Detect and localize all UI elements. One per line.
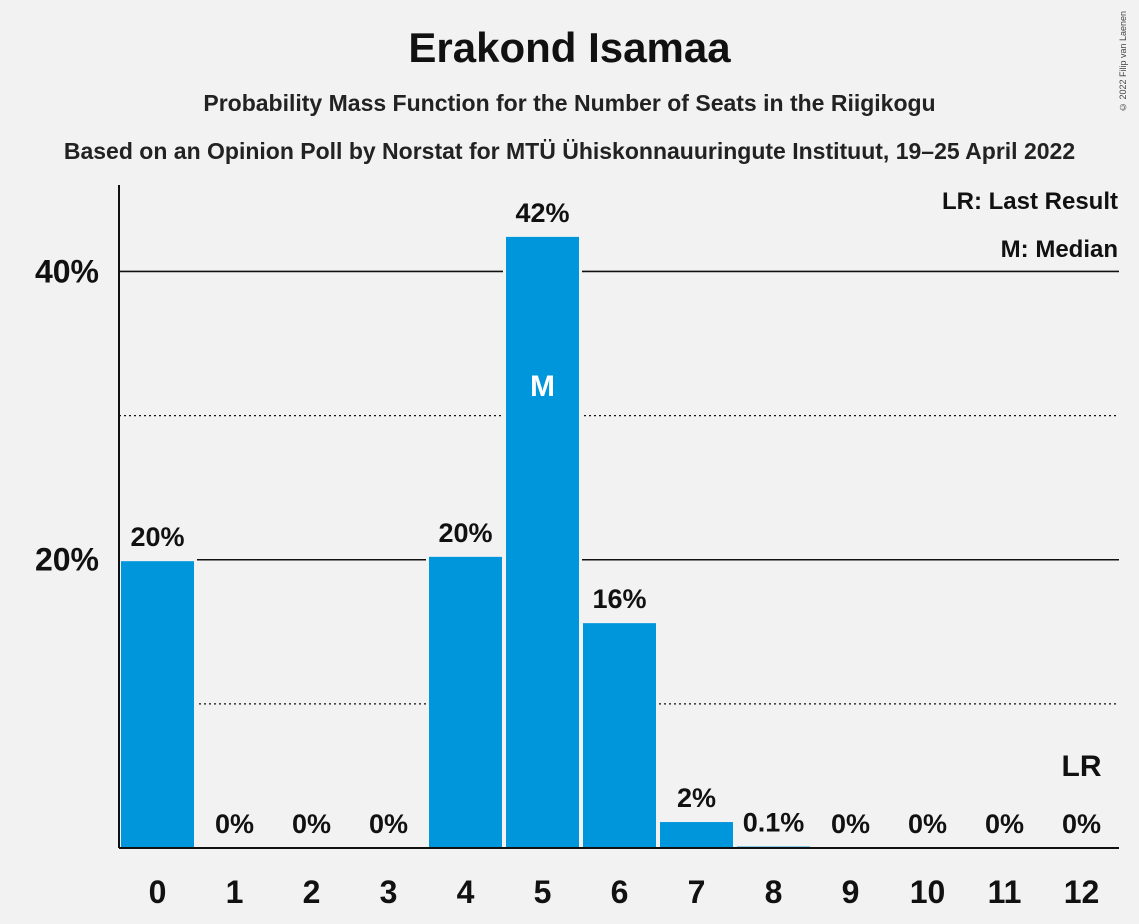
value-label: 0% — [369, 809, 408, 839]
value-label: 0% — [831, 809, 870, 839]
value-label: 20% — [438, 518, 492, 548]
x-tick-label: 3 — [380, 874, 398, 910]
bar — [121, 561, 194, 848]
x-tick-label: 0 — [149, 874, 167, 910]
value-label: 16% — [592, 584, 646, 614]
y-tick-label: 20% — [35, 542, 99, 578]
chart-source: Based on an Opinion Poll by Norstat for … — [63, 138, 1076, 164]
bar-outline — [734, 843, 813, 848]
x-tick-label: 1 — [226, 874, 244, 910]
x-tick-label: 4 — [457, 874, 475, 910]
y-tick-label: 40% — [35, 253, 99, 289]
bar — [429, 556, 502, 848]
x-tick-label: 2 — [303, 874, 321, 910]
x-tick-label: 10 — [910, 874, 946, 910]
value-label: 0% — [215, 809, 254, 839]
value-label: 0% — [1062, 809, 1101, 839]
bar — [660, 822, 733, 848]
value-label: 2% — [677, 783, 716, 813]
value-label: 0.1% — [743, 808, 805, 838]
value-label: 0% — [292, 809, 331, 839]
x-tick-label: 8 — [765, 874, 783, 910]
value-label: 0% — [908, 809, 947, 839]
x-tick-label: 5 — [534, 874, 552, 910]
value-label: 42% — [515, 198, 569, 228]
median-marker: M — [530, 370, 555, 403]
legend-entry: LR: Last Result — [942, 188, 1118, 215]
bar — [583, 623, 656, 848]
last-result-marker: LR — [1062, 750, 1102, 783]
legend-entry: M: Median — [1001, 236, 1118, 263]
x-tick-label: 9 — [842, 874, 860, 910]
x-tick-label: 11 — [988, 874, 1022, 910]
value-label: 20% — [130, 522, 184, 552]
x-tick-label: 12 — [1064, 874, 1100, 910]
x-tick-label: 6 — [611, 874, 629, 910]
bar — [506, 236, 579, 848]
x-tick-label: 7 — [688, 874, 706, 910]
value-label: 0% — [985, 809, 1024, 839]
chart-subtitle: Probability Mass Function for the Number… — [203, 90, 936, 116]
chart-title: Erakond Isamaa — [408, 24, 731, 71]
